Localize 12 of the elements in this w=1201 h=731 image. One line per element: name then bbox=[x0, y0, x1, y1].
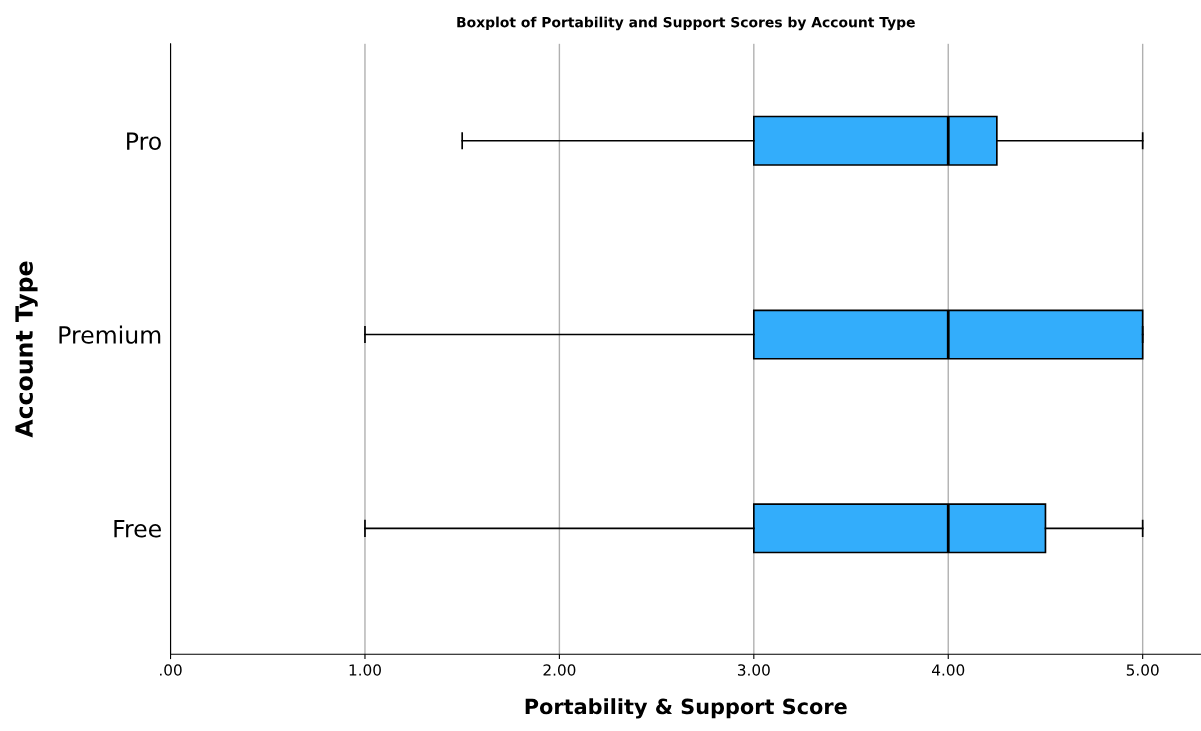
x-tick-label: 1.00 bbox=[349, 664, 381, 676]
y-axis-title: Account Type bbox=[15, 261, 38, 438]
x-axis-title: Portability & Support Score bbox=[525, 698, 847, 719]
x-tick-label: 5.00 bbox=[1126, 664, 1159, 676]
y-tick-label: Premium bbox=[59, 325, 161, 344]
y-tick-label: Free bbox=[114, 520, 161, 538]
x-tick-label: 3.00 bbox=[737, 664, 770, 676]
x-tick-label: 4.00 bbox=[931, 664, 965, 676]
x-tick-label: 2.00 bbox=[543, 664, 576, 676]
chart-title: Boxplot of Portability and Support Scores by Account Type bbox=[457, 16, 915, 31]
y-tick-label: Pro bbox=[127, 132, 161, 151]
x-tick-label: .00 bbox=[160, 664, 182, 676]
